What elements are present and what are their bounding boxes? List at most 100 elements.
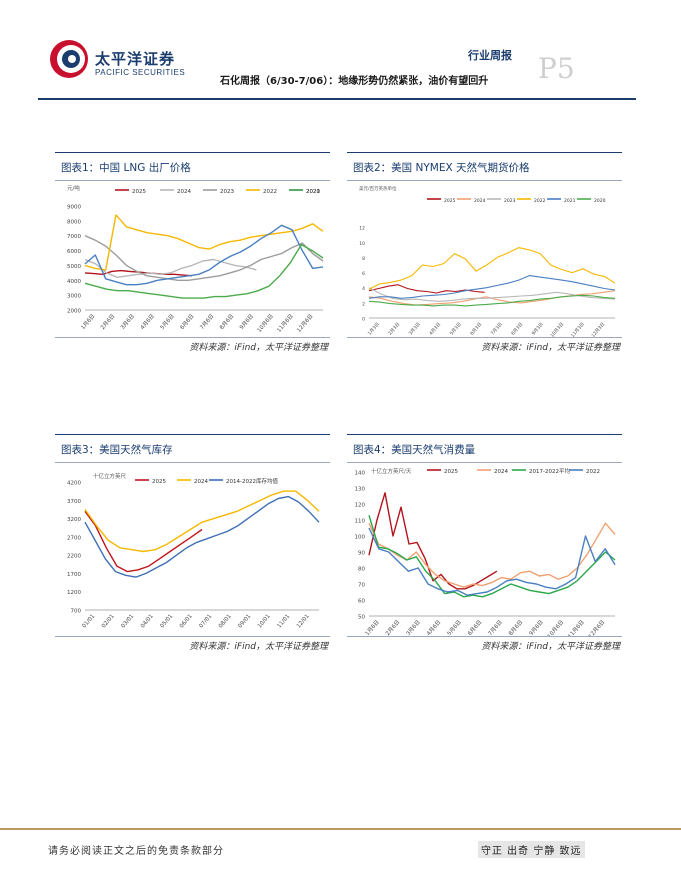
y-tick-label: 130: [355, 487, 366, 493]
legend-label: 2024: [177, 189, 191, 195]
y-axis-unit-label: 十亿立方英尺: [93, 472, 127, 480]
x-tick-label: 10月6日: [256, 313, 275, 334]
x-tick-label: 10/01: [257, 613, 272, 629]
figure-mid-rule: [55, 180, 330, 181]
figure-source: 资料来源：iFind，太平洋证券整理: [189, 642, 328, 652]
y-tick-label: 3700: [67, 499, 81, 505]
series-line: [368, 247, 616, 290]
series-line: [368, 294, 616, 307]
footer-motto: 守正 出奇 宁静 致远: [478, 841, 585, 858]
y-tick-label: 8000: [67, 219, 81, 225]
y-tick-label: 12: [359, 226, 365, 232]
x-tick-label: 6月6日: [466, 619, 483, 636]
x-tick-label: 11月3日: [570, 321, 586, 338]
y-tick-label: 60: [358, 599, 365, 605]
x-tick-label: 4月6日: [425, 619, 442, 636]
figure-panel-4: 图表4：美国天然气消费量 十亿立方英尺/天 2025 2024 2017-2022平均…: [347, 434, 622, 656]
y-axis-unit-label: 元/吨: [67, 184, 80, 192]
y-tick-label: 0: [362, 317, 365, 323]
x-tick-label: 5月3日: [449, 321, 463, 336]
logo-name-cn: 太平洋证券: [95, 50, 176, 68]
x-tick-label: 8月6日: [507, 619, 524, 636]
series-line: [84, 258, 257, 279]
y-tick-label: 7000: [67, 234, 81, 240]
x-tick-label: 2月6日: [384, 619, 401, 636]
x-tick-label: 1月6日: [364, 619, 381, 636]
logo-name-en: PACIFIC SECURITIES: [95, 68, 186, 77]
x-tick-label: 2月3日: [387, 321, 401, 336]
series-line: [84, 490, 320, 553]
x-tick-label: 02/01: [101, 613, 116, 629]
legend-label: 2025: [152, 479, 166, 485]
report-title: 石化周报（6/30-7/06）：地缘形势仍然紧张，油价有望回升: [220, 76, 489, 87]
x-tick-label: 08/01: [218, 613, 233, 629]
footer-rule: [0, 828, 681, 830]
x-tick-label: 1月6日: [80, 313, 97, 331]
x-tick-label: 10月3日: [549, 321, 565, 338]
x-tick-label: 06/01: [179, 613, 194, 629]
y-tick-label: 2000: [67, 309, 81, 315]
footer: 请务必阅读正文之后的免责条款部分 守正 出奇 宁静 致远: [0, 828, 681, 881]
legend-label: 2022: [263, 189, 277, 195]
y-tick-label: 4000: [67, 279, 81, 285]
chart-nymex-futures: 美元/百万英热单位 2025 2024 2023 2022 2021 2020 0 2 4 6 8 10…: [359, 185, 616, 338]
x-tick-label: 9月6日: [528, 619, 545, 636]
figure-title: 图表3：美国天然气库存: [61, 444, 173, 456]
x-tick-label: 3月3日: [408, 321, 422, 336]
x-tick-label: 3月6日: [119, 313, 136, 331]
y-tick-label: 4200: [67, 481, 81, 487]
x-tick-label: 4月3日: [428, 321, 442, 336]
y-tick-label: 8: [362, 256, 365, 262]
x-tick-label: 9月3日: [531, 321, 545, 336]
x-tick-label: 8月6日: [218, 313, 235, 331]
figure-title: 图表2：美国 NYMEX 天然气期货价格: [353, 162, 530, 174]
x-tick-label: 8月3日: [510, 321, 524, 336]
chart-gas-consumption: 十亿立方英尺/天 2025 2024 2017-2022平均 2022 50 60 70 80 9…: [355, 467, 616, 636]
series-line: [84, 214, 324, 271]
legend-label: 2021: [306, 189, 320, 195]
x-tick-label: 10月6日: [546, 619, 565, 636]
y-tick-label: 6000: [67, 249, 81, 255]
legend-label: 2020: [306, 189, 320, 195]
x-tick-label: 6月3日: [469, 321, 483, 336]
x-tick-label: 01/01: [81, 613, 96, 629]
y-tick-label: 1200: [67, 590, 81, 596]
y-tick-label: 110: [355, 519, 366, 525]
figure-mid-rule: [347, 180, 622, 181]
x-tick-label: 2月6日: [99, 313, 116, 331]
y-tick-label: 2200: [67, 554, 81, 560]
x-tick-label: 12月6日: [295, 313, 314, 334]
y-tick-label: 120: [355, 503, 366, 509]
figure-top-rule: [347, 434, 622, 435]
series-line: [368, 275, 616, 299]
figure-top-rule: [55, 152, 330, 153]
figure-bottom-rule: [55, 337, 330, 338]
x-tick-label: 4月6日: [139, 313, 156, 331]
figure-panel-3: 图表3：美国天然气库存 十亿立方英尺 2025 2024 2014-2022库存均值 7…: [55, 434, 330, 656]
series-line: [368, 527, 616, 596]
y-tick-label: 6: [362, 271, 365, 277]
y-tick-label: 140: [355, 471, 366, 477]
x-tick-label: 11月6日: [567, 619, 586, 636]
series-line: [368, 287, 616, 302]
series-line: [84, 235, 324, 282]
figure-top-rule: [55, 434, 330, 435]
x-tick-label: 7月6日: [487, 619, 504, 636]
x-tick-label: 05/01: [159, 613, 174, 629]
figure-source: 资料来源：iFind，太平洋证券整理: [481, 343, 620, 353]
series-line: [84, 243, 324, 299]
x-tick-label: 11/01: [276, 613, 291, 629]
y-tick-label: 10: [359, 241, 365, 247]
figure-bottom-rule: [55, 636, 330, 637]
x-tick-label: 9月6日: [238, 313, 255, 331]
x-tick-label: 5月6日: [446, 619, 463, 636]
page-number: P5: [538, 52, 575, 85]
series-line: [368, 515, 616, 598]
legend-label: 2024: [194, 479, 208, 485]
x-tick-label: 12月3日: [590, 321, 606, 338]
legend-label: 2025: [444, 198, 456, 204]
legend-label: 2023: [504, 198, 516, 204]
figure-title: 图表1：中国 LNG 出厂价格: [61, 162, 191, 174]
y-tick-label: 700: [71, 609, 82, 615]
x-tick-label: 7月6日: [199, 313, 216, 331]
